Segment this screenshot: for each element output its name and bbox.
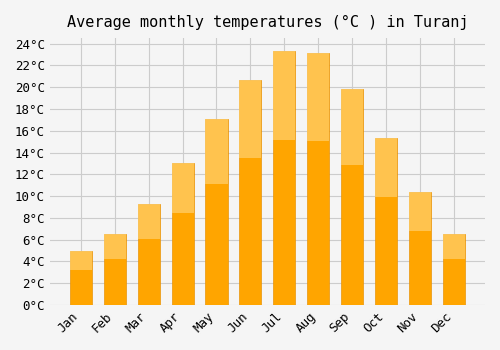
Bar	[375, 138, 398, 305]
Bar	[443, 234, 465, 259]
Bar	[308, 54, 330, 141]
Bar	[274, 51, 295, 140]
Bar	[240, 79, 262, 305]
Bar	[409, 192, 432, 231]
Bar	[70, 251, 92, 305]
Bar	[206, 119, 228, 184]
Bar	[375, 138, 398, 197]
Bar	[206, 119, 228, 305]
Bar	[409, 192, 432, 305]
Title: Average monthly temperatures (°C ) in Turanj: Average monthly temperatures (°C ) in Tu…	[66, 15, 468, 30]
Bar	[70, 251, 92, 270]
Bar	[138, 204, 160, 305]
Bar	[308, 54, 330, 305]
Bar	[342, 89, 363, 305]
Bar	[240, 79, 262, 159]
Bar	[104, 234, 126, 259]
Bar	[172, 163, 194, 213]
Bar	[172, 163, 194, 305]
Bar	[443, 234, 465, 305]
Bar	[138, 204, 160, 239]
Bar	[104, 234, 126, 305]
Bar	[342, 89, 363, 165]
Bar	[274, 51, 295, 305]
